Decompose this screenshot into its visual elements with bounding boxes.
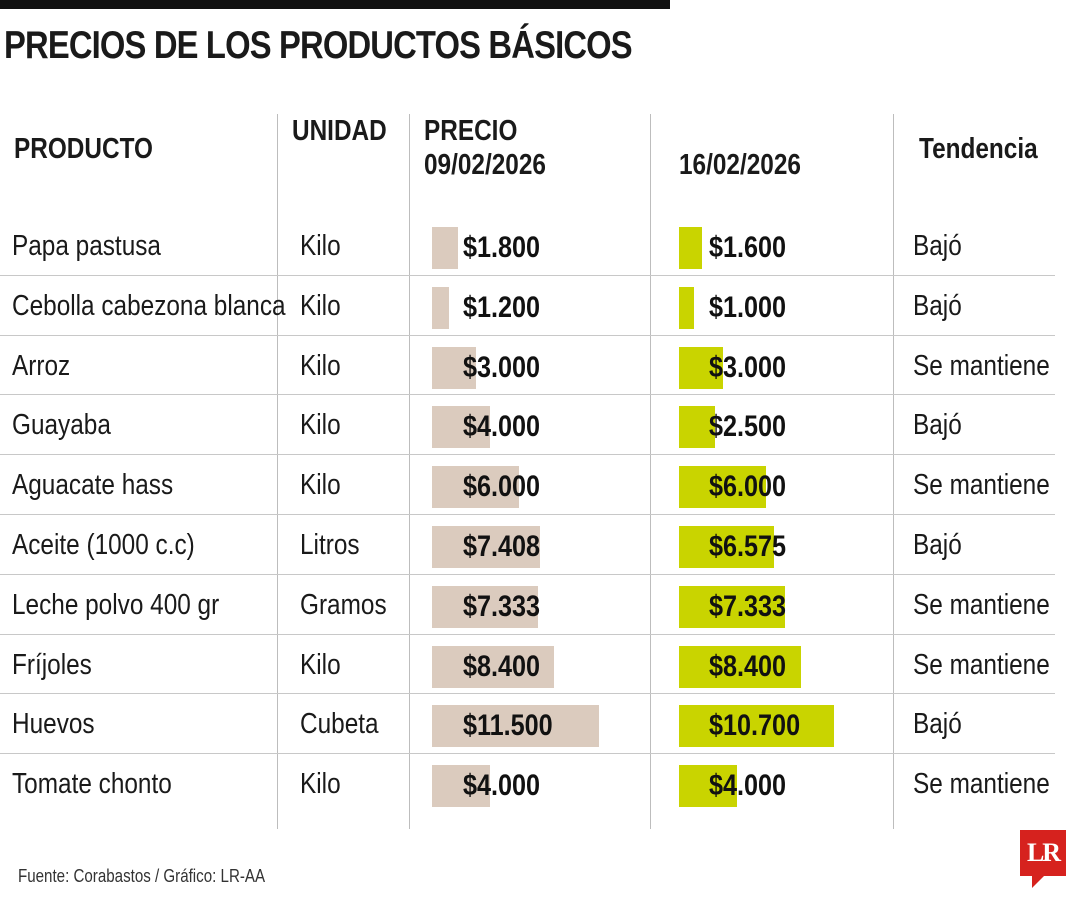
- product-name: Tomate chonto: [12, 768, 172, 801]
- row-divider: [0, 633, 1055, 635]
- bar-price-old: [432, 346, 476, 389]
- trend: Bajó: [913, 289, 962, 322]
- trend: Bajó: [913, 529, 962, 561]
- bar-price-new: [679, 286, 694, 329]
- trend: Se mantiene: [913, 588, 1050, 621]
- row-divider: [0, 454, 1055, 456]
- price-old-label: $8.400: [463, 649, 541, 683]
- bar-price-old: [432, 526, 540, 568]
- column-divider: [409, 114, 410, 829]
- header-price: PRECIO: [424, 115, 518, 147]
- source-note: Fuente: Corabastos / Gráfico: LR-AA: [18, 866, 266, 886]
- price-old-label: $1.200: [463, 290, 541, 324]
- product-name: Guayaba: [12, 409, 111, 442]
- product-name: Fríjoles: [12, 648, 92, 681]
- bar-price-old: [432, 705, 599, 748]
- unit: Gramos: [300, 588, 387, 621]
- price-new-label: $4.000: [709, 769, 787, 803]
- column-divider: [650, 114, 651, 829]
- header-product: PRODUCTO: [14, 133, 153, 165]
- price-old-label: $11.500: [463, 709, 553, 743]
- bar-price-new: [679, 705, 834, 748]
- price-old-label: $7.408: [463, 530, 541, 563]
- product-name: Aguacate hass: [12, 469, 174, 502]
- product-name: Aceite (1000 c.c): [12, 529, 195, 561]
- price-old-label: $6.000: [463, 470, 541, 504]
- bar-price-new: [679, 406, 715, 449]
- price-new-label: $2.500: [709, 410, 787, 444]
- price-new-label: $8.400: [709, 649, 787, 683]
- price-new-label: $3.000: [709, 350, 787, 384]
- bar-price-old: [432, 585, 538, 628]
- bar-price-old: [432, 227, 458, 269]
- trend: Se mantiene: [913, 648, 1050, 681]
- trend: Bajó: [913, 409, 962, 442]
- lr-logo: LR: [1020, 830, 1066, 888]
- unit: Litros: [300, 529, 360, 561]
- header-trend: Tendencia: [919, 133, 1038, 165]
- price-old-label: $4.000: [463, 769, 541, 803]
- unit: Cubeta: [300, 708, 379, 741]
- bar-price-old: [432, 765, 490, 808]
- price-new-label: $7.333: [709, 589, 787, 623]
- price-new-label: $6.575: [709, 530, 787, 563]
- row-divider: [0, 334, 1055, 336]
- unit: Kilo: [300, 349, 341, 382]
- price-new-label: $1.000: [709, 290, 787, 324]
- row-divider: [0, 693, 1055, 695]
- trend: Se mantiene: [913, 469, 1050, 502]
- row-divider: [0, 394, 1055, 396]
- top-rule: [0, 0, 670, 9]
- bar-price-new: [679, 526, 774, 568]
- row-divider: [0, 573, 1055, 575]
- product-name: Leche polvo 400 gr: [12, 588, 220, 621]
- bar-price-old: [432, 466, 519, 509]
- bar-price-new: [679, 466, 766, 509]
- product-name: Arroz: [12, 349, 71, 382]
- bar-price-new: [679, 645, 801, 688]
- header-unit: UNIDAD: [292, 115, 387, 147]
- column-divider: [277, 114, 278, 829]
- bar-price-old: [432, 645, 554, 688]
- trend: Se mantiene: [913, 768, 1050, 801]
- price-old-label: $4.000: [463, 410, 541, 444]
- unit: Kilo: [300, 409, 341, 442]
- bar-price-old: [432, 286, 449, 329]
- row-divider: [0, 514, 1055, 515]
- product-name: Huevos: [12, 708, 95, 741]
- bar-price-new: [679, 765, 737, 808]
- trend: Bajó: [913, 230, 962, 262]
- unit: Kilo: [300, 648, 341, 681]
- product-name: Cebolla cabezona blanca: [12, 289, 286, 322]
- trend: Se mantiene: [913, 349, 1050, 382]
- price-old-label: $3.000: [463, 350, 541, 384]
- header-date-2: 16/02/2026: [679, 149, 801, 181]
- bar-price-new: [679, 585, 785, 628]
- column-divider: [893, 114, 894, 829]
- bar-price-old: [432, 406, 490, 449]
- unit: Kilo: [300, 768, 341, 801]
- row-divider: [0, 753, 1055, 755]
- unit: Kilo: [300, 289, 341, 322]
- header-date-1: 09/02/2026: [424, 149, 546, 181]
- price-new-label: $6.000: [709, 470, 787, 504]
- trend: Bajó: [913, 708, 962, 741]
- price-new-label: $1.600: [709, 231, 787, 264]
- product-name: Papa pastusa: [12, 230, 161, 262]
- price-old-label: $1.800: [463, 231, 541, 264]
- bar-price-new: [679, 346, 723, 389]
- row-divider: [0, 274, 1055, 276]
- price-old-label: $7.333: [463, 589, 541, 623]
- unit: Kilo: [300, 230, 341, 262]
- bar-price-new: [679, 227, 702, 269]
- price-new-label: $10.700: [709, 709, 801, 743]
- unit: Kilo: [300, 469, 341, 502]
- chart-title: PRECIOS DE LOS PRODUCTOS BÁSICOS: [4, 24, 633, 67]
